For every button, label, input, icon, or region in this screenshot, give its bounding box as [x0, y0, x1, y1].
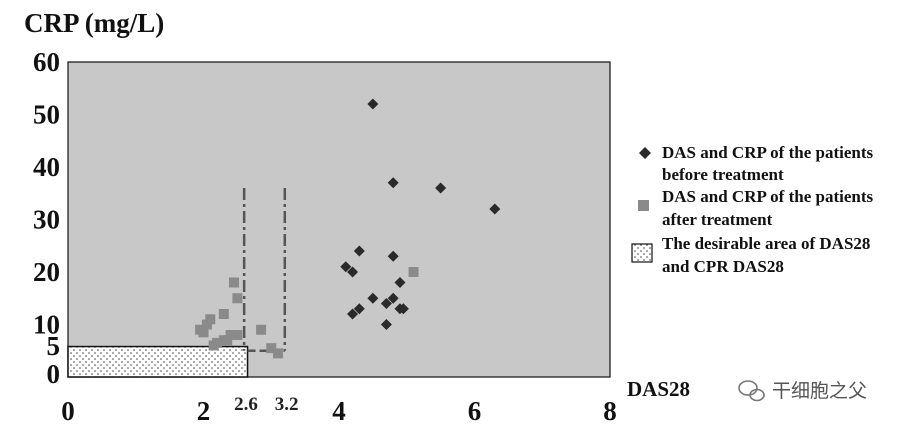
legend: DAS and CRP of the patients before treat…: [631, 143, 873, 276]
y-tick-label: 60: [33, 47, 60, 77]
before-treatment-point: [397, 303, 409, 315]
after-treatment-point: [228, 277, 239, 288]
before-treatment-point: [387, 292, 399, 304]
before-treatment-point: [387, 177, 399, 189]
before-treatment-point: [353, 245, 365, 257]
before-treatment-point: [394, 277, 406, 288]
before-treatment-point: [340, 261, 352, 273]
after-treatment-point: [205, 314, 216, 325]
after-treatment-point: [225, 330, 236, 340]
data-points: [195, 98, 501, 359]
before-treatment-point: [380, 319, 392, 330]
after-treatment-point: [218, 309, 229, 319]
watermark-text: 干细胞之父: [772, 380, 867, 402]
watermark: 干细胞之父: [738, 380, 867, 402]
x-tick-label: 0: [61, 396, 75, 426]
x-tick-label: 6: [468, 396, 482, 426]
reference-line-label-2: 3.2: [275, 394, 299, 415]
x-tick-label: 8: [603, 396, 617, 426]
before-treatment-point: [387, 250, 399, 262]
before-treatment-point: [380, 298, 392, 309]
reference-line-label-1: 2.6: [234, 394, 258, 415]
x-tick-label: 4: [332, 396, 346, 426]
after-treatment-point: [208, 340, 219, 351]
after-treatment-point: [232, 330, 243, 340]
legend-item-2-line2: after treatment: [662, 210, 773, 229]
plot-area: [67, 61, 611, 378]
y-tick-label: 40: [33, 152, 60, 182]
x-axis-label: DAS28: [627, 377, 690, 401]
chart-title: CRP (mg/L): [24, 8, 164, 38]
y-tick-label: 30: [33, 205, 60, 235]
after-treatment-point: [232, 293, 243, 304]
legend-item-1-line1: DAS and CRP of the patients: [662, 143, 873, 162]
y-tick-label: 20: [33, 257, 60, 287]
legend-diamond-marker: [639, 147, 651, 159]
after-treatment-point: [201, 319, 212, 330]
before-treatment-point: [347, 266, 359, 278]
y-tick-label: 10: [33, 310, 60, 340]
legend-item-3-line1: The desirable area of DAS28: [662, 234, 870, 253]
after-treatment-point: [256, 324, 267, 335]
y-tick-label: 0: [47, 359, 61, 389]
reference-lines: 2.6 3.2: [234, 188, 299, 415]
before-treatment-point: [435, 182, 447, 194]
legend-item-1-line2: before treatment: [662, 165, 784, 184]
legend-square-marker: [638, 200, 649, 211]
before-treatment-point: [489, 203, 501, 215]
desirable-area-box: [67, 345, 249, 378]
after-treatment-point: [266, 343, 277, 354]
before-treatment-point: [353, 303, 365, 315]
before-treatment-point: [367, 292, 379, 304]
x-tick-label: 2: [197, 396, 211, 426]
legend-item-3-line2: and CPR DAS28: [662, 257, 784, 276]
wechat-logo-icon: [738, 380, 765, 402]
y-tick-label: 50: [33, 100, 60, 130]
y-tick-label: 5: [47, 331, 61, 361]
x-axis-ticks: 0 2 4 6 8: [61, 396, 617, 426]
legend-dotted-box-marker: [631, 243, 653, 263]
after-treatment-point: [198, 327, 209, 338]
after-treatment-point: [408, 267, 419, 277]
after-treatment-point: [273, 348, 284, 359]
after-treatment-point: [218, 335, 229, 346]
before-treatment-point: [347, 308, 359, 320]
legend-item-2-line1: DAS and CRP of the patients: [662, 187, 873, 206]
before-treatment-point: [367, 98, 379, 110]
